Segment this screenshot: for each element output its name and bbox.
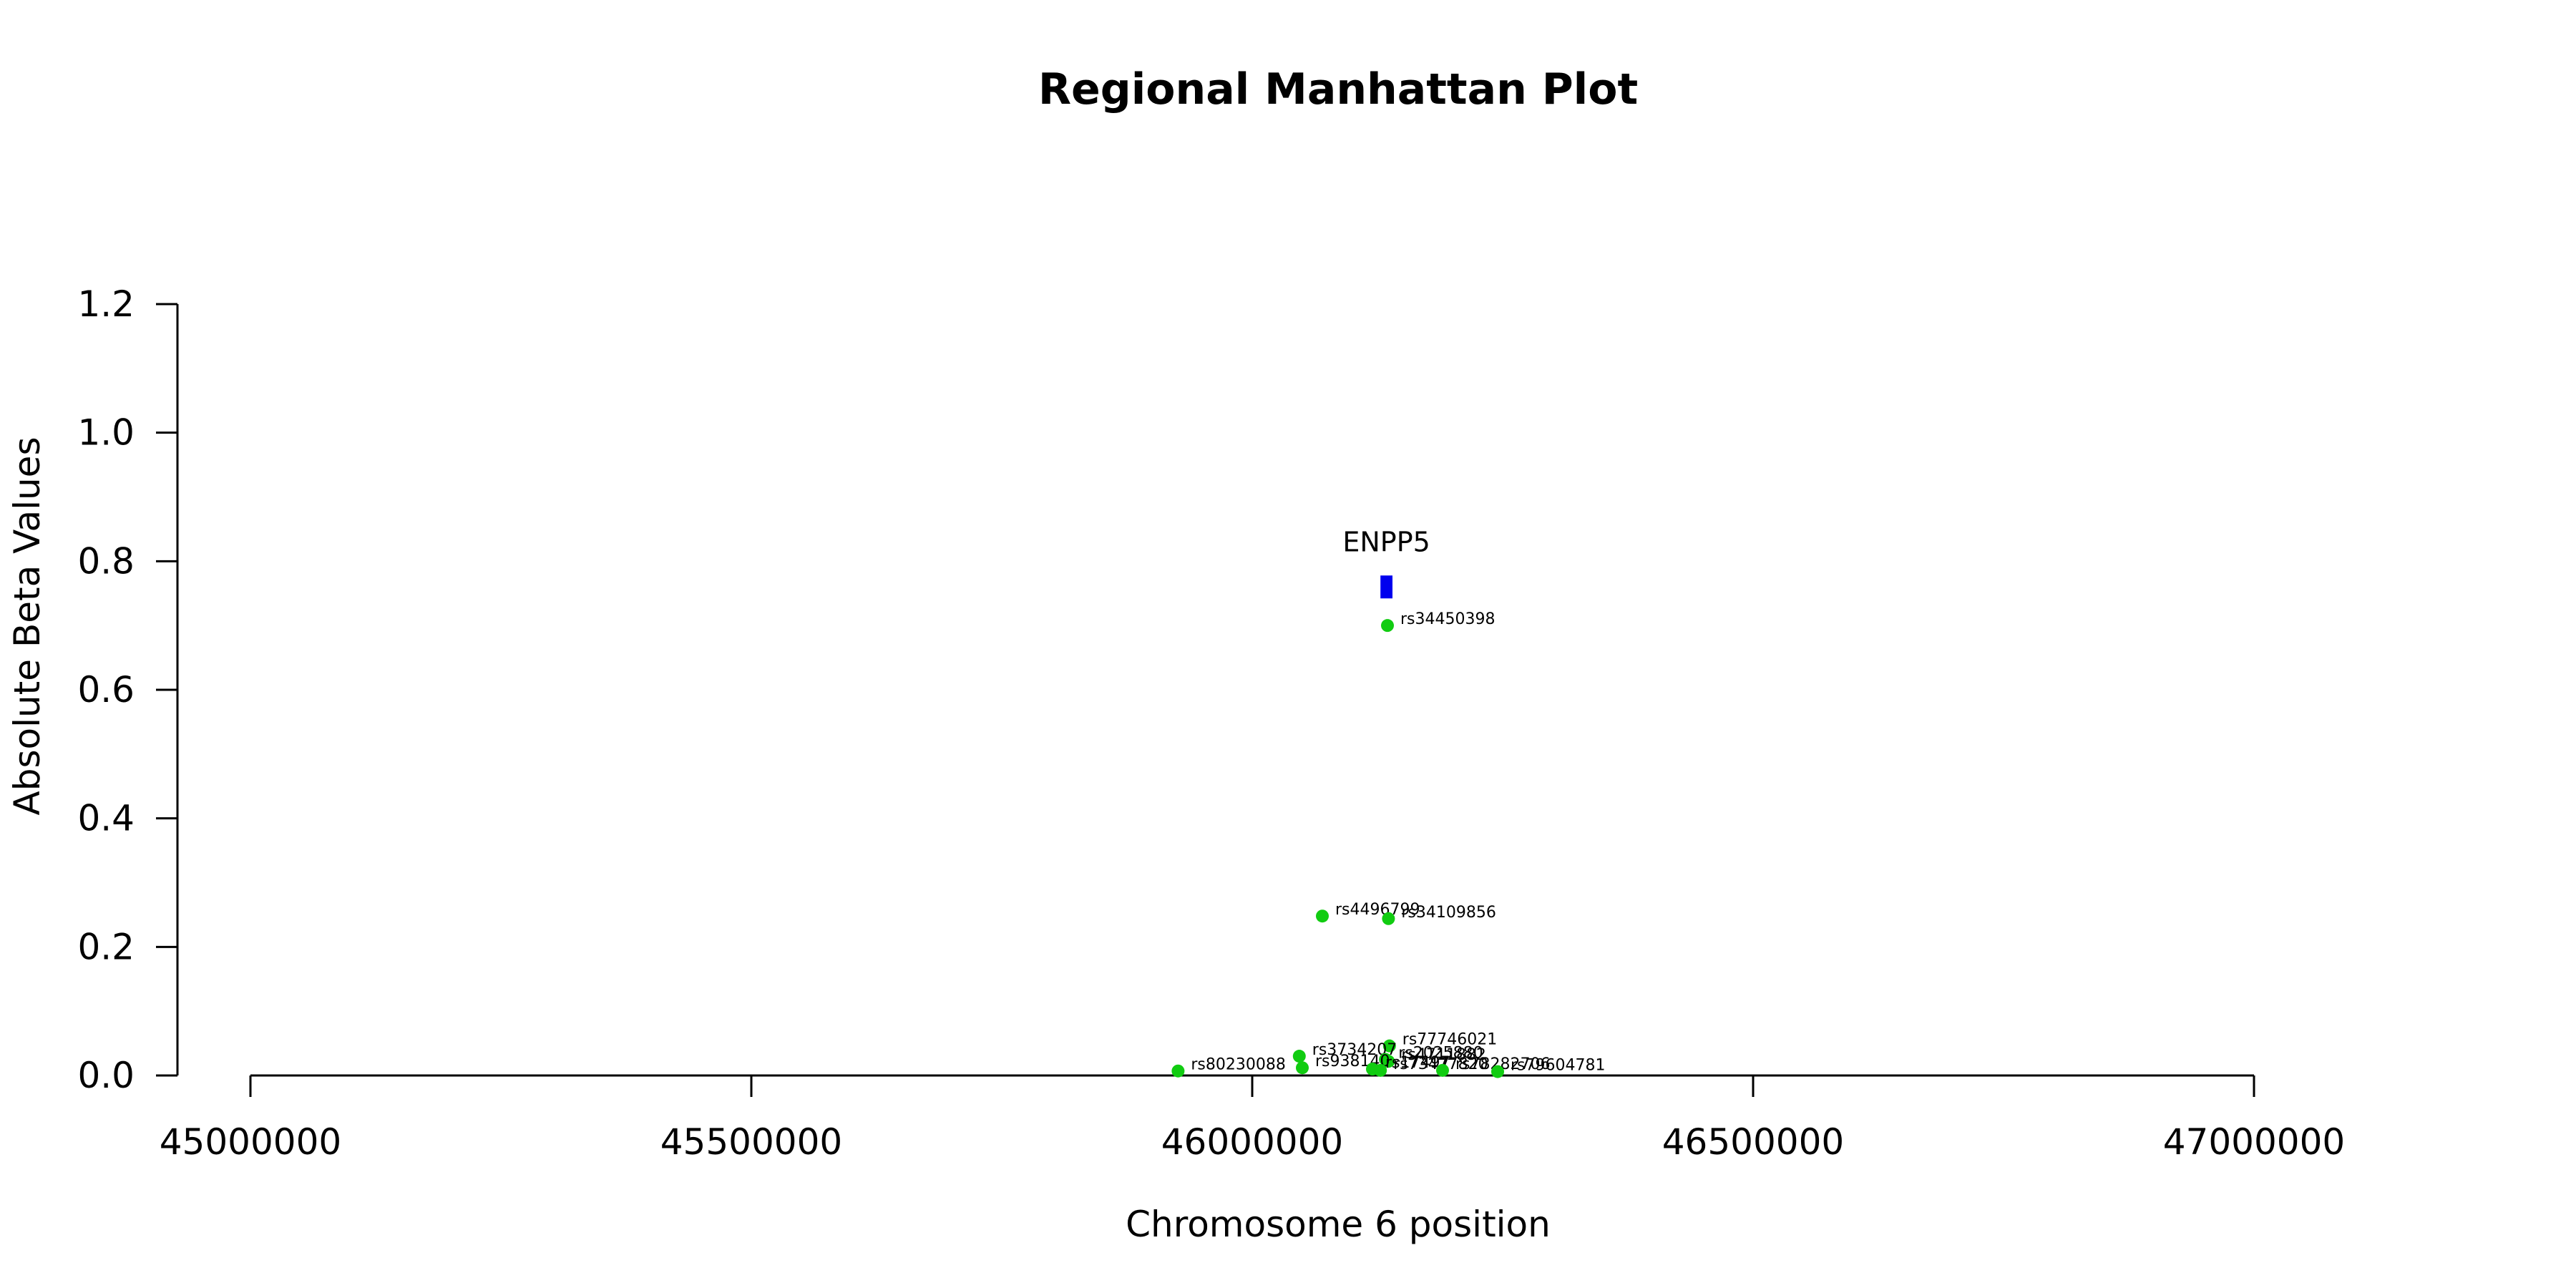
snp-label: rs34109856 <box>1401 904 1496 922</box>
chart-title: Regional Manhattan Plot <box>1038 64 1638 114</box>
snp-label: rs4496799 <box>1335 901 1420 919</box>
x-axis: 45000000 45500000 46000000 46500000 47000000 <box>160 1074 2346 1163</box>
x-tick-label: 47000000 <box>2163 1121 2346 1163</box>
snp-label: rs77746021 <box>1402 1031 1497 1049</box>
gene-box <box>1380 575 1392 599</box>
y-axis: 0.0 0.2 0.4 0.6 0.8 1.0 1.2 <box>77 283 179 1096</box>
y-tick-label: 0.2 <box>77 926 135 967</box>
snp-label: rs2025880 <box>1398 1045 1483 1063</box>
snp-point <box>1382 912 1395 925</box>
y-tick-label: 0.4 <box>77 798 135 839</box>
snp-point <box>1316 909 1329 923</box>
y-axis-label: Absolute Beta Values <box>6 437 48 816</box>
snp-point <box>1296 1061 1309 1075</box>
y-tick-label: 0.8 <box>77 540 135 582</box>
snp-points: rs34450398rs4496799rs34109856rs77746021r… <box>1171 610 1605 1078</box>
x-tick-label: 46500000 <box>1662 1121 1845 1163</box>
x-axis-label: Chromosome 6 position <box>1126 1204 1551 1245</box>
snp-label: rs34450398 <box>1400 610 1495 628</box>
snp-label: rs80230088 <box>1191 1056 1285 1074</box>
snp-point <box>1292 1050 1306 1063</box>
snp-point <box>1374 1063 1387 1077</box>
gene-track: ENPP5 <box>1342 526 1430 599</box>
snp-point <box>1171 1064 1185 1078</box>
snp-point <box>1381 619 1394 633</box>
snp-point <box>1491 1065 1504 1078</box>
snp-point <box>1436 1063 1449 1077</box>
x-tick-label: 45000000 <box>160 1121 342 1163</box>
y-tick-label: 1.2 <box>77 283 135 325</box>
snp-label: rs4711882 <box>1401 1046 1485 1064</box>
y-tick-label: 0.0 <box>77 1055 135 1096</box>
x-tick-label: 46000000 <box>1161 1121 1344 1163</box>
y-tick-label: 1.0 <box>77 412 135 454</box>
gene-label: ENPP5 <box>1342 526 1430 557</box>
y-tick-label: 0.6 <box>77 669 135 711</box>
x-tick-label: 45500000 <box>660 1121 843 1163</box>
snp-point <box>1382 1055 1395 1068</box>
snp-label: rs79604781 <box>1511 1057 1605 1075</box>
snp-point <box>1382 1039 1396 1053</box>
